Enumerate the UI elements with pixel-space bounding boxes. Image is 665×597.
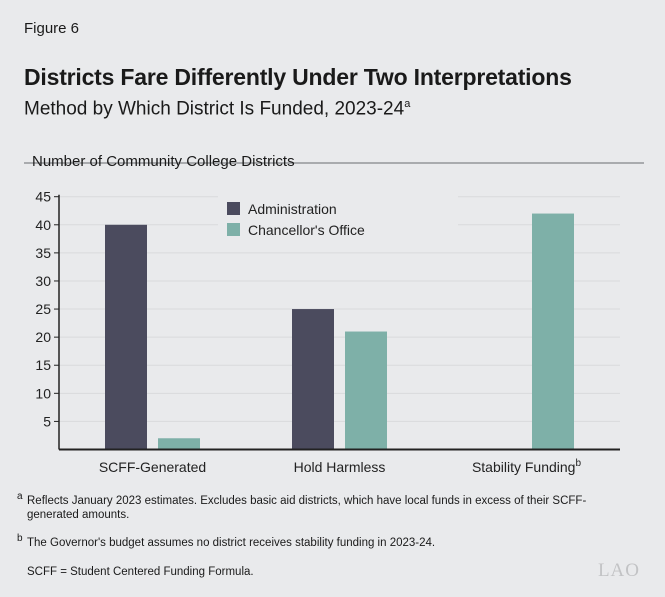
footnote-mark: b	[17, 533, 23, 544]
y-tick-label: 5	[43, 413, 51, 429]
y-tick-label: 20	[35, 329, 51, 345]
legend-swatch	[227, 202, 240, 215]
y-tick-label: 10	[35, 385, 51, 401]
legend-swatch	[227, 223, 240, 236]
x-tick-label: Hold Harmless	[294, 459, 386, 475]
divider	[24, 162, 644, 164]
footnote-a: a Reflects January 2023 estimates. Exclu…	[17, 491, 587, 522]
bar-administration-1	[292, 309, 334, 450]
chart-title: Districts Fare Differently Under Two Int…	[24, 64, 572, 90]
footnote-b: b The Governor's budget assumes no distr…	[17, 533, 587, 550]
y-tick-label: 40	[35, 217, 51, 233]
y-tick-label: 35	[35, 245, 51, 261]
footnote-text: Reflects January 2023 estimates. Exclude…	[27, 495, 587, 521]
y-tick-label: 45	[35, 189, 51, 205]
subtitle-text: Method by Which District Is Funded, 2023…	[24, 98, 405, 120]
legend-label: Administration	[248, 201, 337, 217]
figure-label: Figure 6	[24, 20, 80, 37]
chart-subtitle: Method by Which District Is Funded, 2023…	[24, 98, 410, 120]
x-label-note: b	[575, 458, 581, 469]
bar-chancellor-s-office-2	[532, 213, 574, 450]
y-tick-label: 25	[35, 301, 51, 317]
subtitle-note: a	[404, 98, 411, 110]
y-axis-label: Number of Community College Districts	[32, 153, 295, 170]
x-tick-label: SCFF-Generated	[99, 459, 206, 475]
lao-logo: LAO	[597, 560, 640, 581]
legend-label: Chancellor's Office	[248, 222, 365, 238]
footnote-mark: a	[17, 491, 23, 502]
bar-chancellor-s-office-1	[345, 331, 387, 450]
bar-administration-0	[105, 224, 147, 450]
bar-chancellor-s-office-0	[158, 438, 200, 450]
footnote-text: The Governor's budget assumes no distric…	[27, 537, 436, 549]
legend-background	[218, 196, 458, 244]
y-tick-label: 15	[35, 357, 51, 373]
y-tick-label: 30	[35, 273, 51, 289]
abbreviation-note: SCFF = Student Centered Funding Formula.	[27, 566, 254, 578]
x-tick-label: Stability Fundingb	[472, 458, 582, 475]
